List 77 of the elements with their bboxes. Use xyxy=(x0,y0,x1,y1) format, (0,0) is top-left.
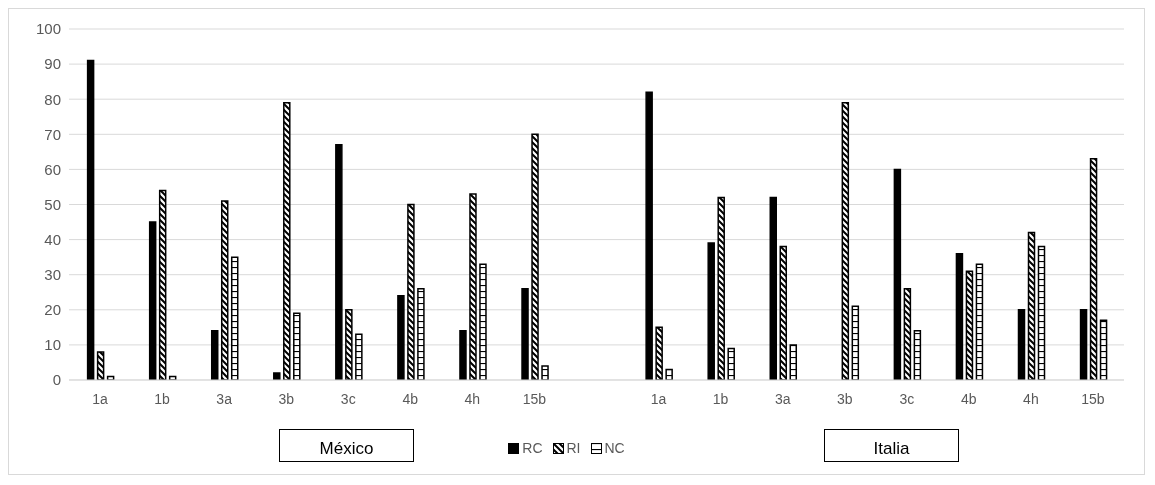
y-tick-label: 20 xyxy=(44,301,61,319)
bar xyxy=(1079,309,1088,380)
bar xyxy=(335,144,343,380)
y-tick-label: 50 xyxy=(44,195,61,213)
x-tick-label: 4h xyxy=(1023,390,1039,407)
bar xyxy=(1089,158,1098,380)
legend-label: RI xyxy=(565,440,581,456)
bar xyxy=(1037,245,1046,380)
bar xyxy=(789,344,798,380)
bar xyxy=(96,351,105,380)
bar xyxy=(645,91,653,380)
bar xyxy=(903,287,912,380)
bar xyxy=(955,252,964,380)
bar xyxy=(220,200,229,380)
bar xyxy=(230,256,239,380)
bar xyxy=(459,330,467,380)
bar xyxy=(345,309,353,380)
y-tick-label: 70 xyxy=(44,125,61,143)
x-tick-label: 1a xyxy=(650,390,667,407)
bar xyxy=(479,263,487,380)
x-tick-label: 1a xyxy=(92,390,109,407)
bar xyxy=(407,203,415,380)
y-tick-label: 30 xyxy=(44,266,61,284)
bar xyxy=(893,168,902,380)
text: Italia xyxy=(824,429,959,462)
x-tick-label: 15b xyxy=(522,390,547,407)
bar xyxy=(769,196,778,380)
bar xyxy=(1027,231,1036,380)
bar xyxy=(417,287,425,380)
legend-label: RC xyxy=(521,440,543,456)
x-tick-label: 4b xyxy=(402,390,419,407)
x-tick-label: 4h xyxy=(464,390,481,407)
bar xyxy=(158,189,167,380)
bar xyxy=(273,372,281,380)
y-tick-label: 40 xyxy=(44,230,61,248)
bar xyxy=(913,330,922,380)
x-tick-label: 15b xyxy=(1081,390,1105,407)
bar xyxy=(779,245,788,380)
bar xyxy=(841,101,850,380)
bar xyxy=(655,326,663,380)
bar xyxy=(210,330,219,380)
bar xyxy=(717,196,725,380)
bar xyxy=(355,333,363,380)
y-tick-label: 90 xyxy=(44,55,61,73)
x-tick-label: 1b xyxy=(712,390,729,407)
x-tick-label: 3a xyxy=(216,390,233,407)
x-tick-label: 4b xyxy=(961,390,977,407)
y-tick-label: 10 xyxy=(44,336,61,354)
bar xyxy=(469,193,477,380)
y-tick-label: 80 xyxy=(44,90,61,108)
y-tick-label: 60 xyxy=(44,160,61,178)
bar xyxy=(707,242,715,380)
bar xyxy=(521,287,529,380)
bar xyxy=(531,133,539,380)
text: México xyxy=(279,429,414,462)
x-tick-label: 3c xyxy=(899,390,915,407)
bar xyxy=(293,312,301,380)
bar xyxy=(541,365,549,380)
bar xyxy=(283,101,291,380)
bar xyxy=(965,270,974,380)
bar xyxy=(1017,309,1026,380)
bar xyxy=(665,368,673,380)
bar xyxy=(727,347,735,380)
x-tick-label: 3a xyxy=(774,390,791,407)
bar xyxy=(975,263,984,380)
x-tick-label: 1b xyxy=(154,390,171,407)
y-tick-label: 100 xyxy=(35,20,61,38)
bar xyxy=(148,221,157,380)
bar xyxy=(397,295,405,380)
legend-label: NC xyxy=(603,440,625,456)
x-tick-label: 3b xyxy=(278,390,295,407)
y-tick-label: 0 xyxy=(52,371,61,389)
bar xyxy=(86,59,95,380)
bar xyxy=(1099,319,1108,380)
x-tick-label: 3c xyxy=(340,390,356,407)
x-tick-label: 3b xyxy=(836,390,853,407)
bar xyxy=(851,305,860,380)
